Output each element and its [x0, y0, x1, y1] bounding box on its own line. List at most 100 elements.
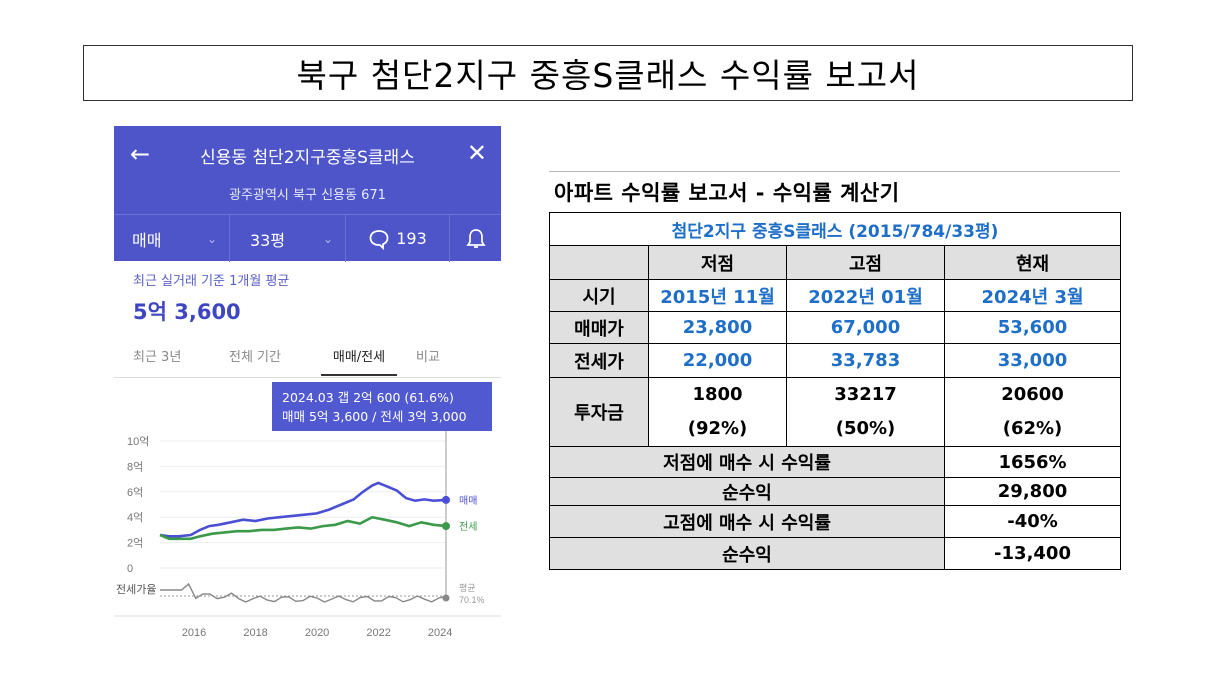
row-label-sale-price: 매매가 [549, 311, 649, 344]
cell-value: 2015년 11월 [648, 279, 787, 312]
jeonse-series-label: 전세 [459, 521, 477, 533]
investment-amount: 20600 [1001, 384, 1064, 405]
row-label-investment: 투자금 [549, 377, 649, 447]
deal-type-label: 매매 [132, 230, 162, 250]
summary-label: 순수익 [549, 537, 945, 570]
apartment-title: 신용동 첨단2지구중흥S클래스 [200, 148, 415, 168]
investment-percent: (92%) [687, 418, 748, 439]
summary-value: 1656% [943, 446, 1122, 478]
table-row: 전세가 22,000 33,783 33,000 [549, 343, 1122, 378]
y-tick-label: 10억 [127, 435, 149, 448]
tab-recent-3y[interactable]: 최근 3년 [133, 350, 182, 365]
price-basis-label: 최근 실거래 기준 1개월 평균 [133, 274, 290, 289]
col-header-current: 현재 [943, 245, 1122, 280]
cell-value: 33,783 [786, 343, 945, 378]
calculator-title: 아파트 수익률 보고서 - 수익률 계산기 [549, 171, 1120, 212]
report-title: 북구 첨단2지구 중흥S클래스 수익률 보고서 [83, 45, 1133, 101]
yield-table: 첨단2지구 중흥S클래스 (2015/784/33평) 저점 고점 현재 시기 … [548, 212, 1122, 570]
col-header-low: 저점 [648, 245, 787, 280]
apartment-address: 광주광역시 북구 신용동 671 [229, 188, 386, 203]
x-tick-label: 2024 [428, 627, 452, 639]
table-row: 첨단2지구 중흥S클래스 (2015/784/33평) [548, 212, 1122, 246]
table-row: 매매가 23,800 67,000 53,600 [549, 311, 1122, 344]
cell-value: 33,000 [943, 343, 1122, 378]
cell-value: 67,000 [786, 311, 945, 344]
investment-percent: (62%) [1002, 418, 1063, 439]
investment-cell: 1800 (92%) [648, 377, 787, 447]
app-header: ← 신용동 첨단2지구중흥S클래스 ✕ 광주광역시 북구 신용동 671 매매 … [114, 126, 501, 262]
summary-label: 순수익 [549, 477, 945, 506]
cell-value: 22,000 [648, 343, 787, 378]
tab-compare[interactable]: 비교 [416, 350, 440, 365]
table-row: 저점 고점 현재 [549, 245, 1122, 280]
sale-series-label: 매매 [459, 495, 477, 507]
cell-value: 23,800 [648, 311, 787, 344]
investment-percent: (50%) [835, 418, 896, 439]
current-price: 5억 3,600 [133, 300, 241, 324]
summary-label: 저점에 매수 시 수익률 [549, 446, 945, 478]
avg-value: 70.1% [459, 595, 485, 605]
sale-series-endpoint [442, 495, 450, 504]
table-row: 순수익 29,800 [549, 477, 1122, 506]
table-row: 시기 2015년 11월 2022년 01월 2024년 3월 [549, 279, 1122, 312]
report-title-text: 북구 첨단2지구 중흥S클래스 수익률 보고서 [296, 56, 920, 95]
cell-value: 2024년 3월 [943, 279, 1122, 312]
jeonse-series-endpoint [442, 522, 450, 531]
avg-label: 평균 [459, 583, 476, 593]
investment-cell: 33217 (50%) [786, 377, 945, 447]
chevron-down-icon: ⌄ [206, 231, 217, 246]
price-chart: 10억 8억 6억 4억 2억 0 2016 2018 2020 2022 2024 매매전세전세가율… [114, 431, 501, 639]
app-screenshot: ← 신용동 첨단2지구중흥S클래스 ✕ 광주광역시 북구 신용동 671 매매 … [114, 126, 501, 646]
row-label-period: 시기 [549, 279, 649, 312]
x-tick-label: 2016 [182, 627, 206, 639]
table-row: 투자금 1800 (92%) 33217 (50%) 20600 (62%) [549, 377, 1122, 447]
x-tick-label: 2020 [305, 627, 329, 639]
cell-value: 53,600 [943, 311, 1122, 344]
tab-all-period[interactable]: 전체 기간 [229, 350, 281, 365]
filter-bar: 매매 ⌄ 33평 ⌄ 193 [114, 214, 501, 262]
tab-sale-jeonse[interactable]: 매매/전세 [321, 346, 397, 376]
jeonse-ratio-line [160, 582, 447, 603]
jeonse-ratio-label: 전세가율 [116, 583, 156, 596]
period-tabs: 최근 3년 전체 기간 매매/전세 비교 [114, 338, 501, 378]
yield-calculator: 아파트 수익률 보고서 - 수익률 계산기 첨단2지구 중흥S클래스 (2015… [546, 171, 1122, 576]
comment-count: 193 [396, 229, 427, 248]
notification-button[interactable] [450, 215, 501, 262]
size-dropdown[interactable]: 33평 ⌄ [230, 215, 346, 262]
y-tick-label: 8억 [127, 460, 143, 473]
summary-label: 고점에 매수 시 수익률 [549, 505, 945, 538]
comment-icon [369, 229, 389, 250]
investment-amount: 1800 [692, 384, 743, 405]
chevron-down-icon: ⌄ [322, 231, 333, 246]
back-arrow-icon[interactable]: ← [130, 140, 151, 168]
table-row: 저점에 매수 시 수익률 1656% [549, 446, 1122, 478]
sale-series-line [159, 481, 447, 538]
empty-header-cell [549, 245, 649, 280]
comments-button[interactable]: 193 [346, 215, 450, 262]
bell-icon [465, 228, 486, 248]
y-tick-label: 2억 [127, 537, 143, 550]
jeonse-series-line [159, 515, 447, 541]
close-icon[interactable]: ✕ [466, 139, 487, 167]
table-row: 순수익 -13,400 [549, 537, 1122, 570]
summary-value: -40% [943, 505, 1122, 538]
deal-type-dropdown[interactable]: 매매 ⌄ [114, 215, 230, 262]
x-tick-label: 2018 [243, 627, 267, 639]
summary-value: -13,400 [943, 537, 1122, 570]
investment-cell: 20600 (62%) [943, 377, 1122, 447]
x-tick-label: 2022 [366, 627, 390, 639]
summary-value: 29,800 [943, 477, 1122, 506]
y-tick-label: 0 [127, 563, 133, 575]
table-row: 고점에 매수 시 수익률 -40% [549, 505, 1122, 538]
row-label-jeonse-price: 전세가 [549, 343, 649, 378]
investment-amount: 33217 [834, 384, 897, 405]
chart-tooltip: 2024.03 갭 2억 600 (61.6%) 매매 5억 3,600 / 전… [272, 382, 492, 431]
y-tick-label: 6억 [127, 486, 143, 499]
size-label: 33평 [250, 230, 286, 250]
cell-value: 2022년 01월 [786, 279, 945, 312]
y-tick-label: 4억 [127, 511, 143, 524]
apartment-subtitle: 첨단2지구 중흥S클래스 (2015/784/33평) [548, 212, 1122, 246]
tooltip-gap-line: 2024.03 갭 2억 600 (61.6%) [282, 390, 454, 405]
tooltip-price-line: 매매 5억 3,600 / 전세 3억 3,000 [282, 409, 467, 424]
ratio-endpoint [442, 594, 450, 602]
